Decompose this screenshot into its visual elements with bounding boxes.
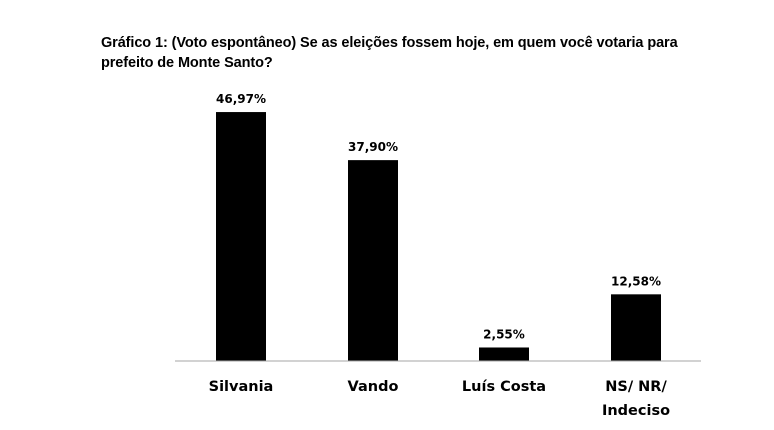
chart-title: Gráfico 1: (Voto espontâneo) Se as eleiç…: [101, 35, 678, 71]
bar-4: [611, 294, 661, 361]
category-label-line: Silvania: [209, 379, 274, 395]
category-label-line: Vando: [348, 379, 399, 395]
data-label-3: 2,55%: [483, 327, 525, 341]
bar-3: [479, 347, 529, 361]
category-label-2: Vando: [348, 379, 399, 395]
category-label-line: NS/ NR/: [605, 379, 667, 395]
category-labels-group: Silvania Vando Luís Costa NS/ NR/Indeciso: [209, 379, 670, 419]
bar-2: [348, 160, 398, 361]
data-labels-group: 46,97% 37,90% 2,55% 12,58%: [216, 92, 661, 341]
category-label-line: Luís Costa: [462, 379, 546, 395]
data-label-4: 12,58%: [611, 274, 661, 288]
data-label-2: 37,90%: [348, 140, 398, 154]
category-label-line: Indeciso: [602, 403, 670, 419]
data-label-1: 46,97%: [216, 92, 266, 106]
bars-group: [216, 112, 661, 362]
category-label-3: Luís Costa: [462, 379, 546, 395]
category-label-4: NS/ NR/Indeciso: [602, 379, 670, 419]
category-label-1: Silvania: [209, 379, 274, 395]
bar-1: [216, 112, 266, 362]
